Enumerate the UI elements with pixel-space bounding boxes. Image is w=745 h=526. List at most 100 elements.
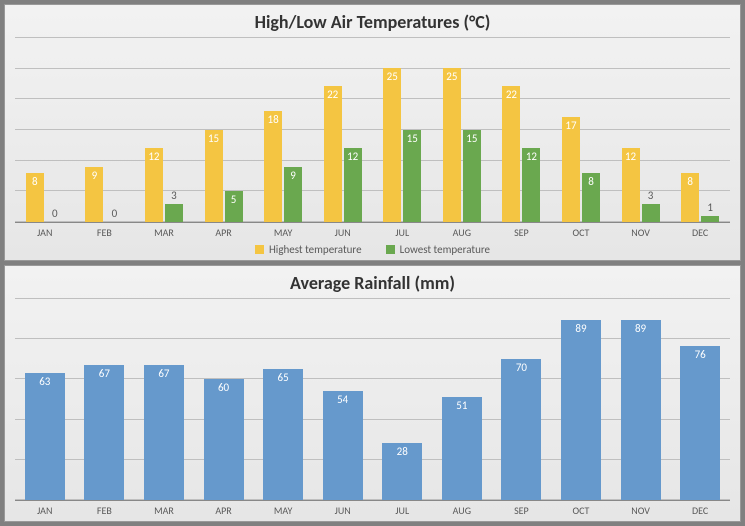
month-group: 65 — [253, 298, 313, 500]
bar-value-label: 70 — [501, 361, 541, 374]
bar-value-label: 12 — [522, 150, 540, 163]
legend-item: Lowest temperature — [386, 243, 490, 256]
bar: 5 — [225, 191, 243, 222]
bar-value-label: 63 — [25, 375, 65, 388]
bar-value-label: 12 — [344, 150, 362, 163]
bar-value-label: 8 — [26, 175, 44, 188]
x-tick-label: FEB — [75, 226, 135, 239]
x-tick-label: JUL — [372, 226, 432, 239]
month-group: 60 — [194, 298, 254, 500]
rainfall-chart-title: Average Rainfall (mm) — [15, 272, 730, 294]
x-tick-label: SEP — [492, 504, 552, 517]
bar: 67 — [84, 365, 124, 500]
x-tick-label: JUN — [313, 504, 373, 517]
bar: 25 — [383, 68, 401, 222]
bar-value-label: 67 — [144, 367, 184, 380]
bar: 3 — [642, 204, 660, 223]
bar-value-label: 51 — [442, 399, 482, 412]
bar: 8 — [681, 173, 699, 222]
bar: 12 — [622, 148, 640, 222]
temperature-chart-title: High/Low Air Temperatures (°C) — [15, 11, 730, 33]
bar: 22 — [502, 86, 520, 222]
bar: 8 — [26, 173, 44, 222]
x-tick-label: DEC — [670, 226, 730, 239]
month-group: 54 — [313, 298, 373, 500]
legend-item: Highest temperature — [255, 243, 362, 256]
bar-value-label: 18 — [264, 113, 282, 126]
bar-value-label: 8 — [681, 175, 699, 188]
x-tick-label: AUG — [432, 226, 492, 239]
x-tick-label: OCT — [551, 226, 611, 239]
bar: 8 — [582, 173, 600, 222]
month-group: 22 12 — [313, 37, 373, 222]
bar-value-label: 54 — [323, 393, 363, 406]
bar-value-label: 89 — [561, 322, 601, 335]
temperature-bars: 8090123155189221225152515221217812381 — [15, 37, 730, 222]
month-group: 80 — [15, 37, 75, 222]
bar: 3 — [165, 204, 183, 223]
month-group: 17 8 — [551, 37, 611, 222]
bar: 12 — [522, 148, 540, 222]
temperature-plot-area: 8090123155189221225152515221217812381 — [15, 37, 730, 223]
bar-value-label: 89 — [621, 322, 661, 335]
legend-label: Lowest temperature — [400, 243, 490, 256]
bar-value-label: 15 — [403, 132, 421, 145]
bar-value-label: 17 — [562, 119, 580, 132]
bar-value-label: 12 — [622, 150, 640, 163]
bar: 28 — [382, 443, 422, 500]
bar-value-label: 22 — [324, 88, 342, 101]
bar-value-label: 67 — [84, 367, 124, 380]
month-group: 76 — [670, 298, 730, 500]
bar-value-label: 3 — [165, 189, 183, 202]
month-group: 67 — [75, 298, 135, 500]
month-group: 89 — [551, 298, 611, 500]
month-group: 25 15 — [372, 37, 432, 222]
bar: 89 — [621, 320, 661, 500]
bar-value-label: 28 — [382, 445, 422, 458]
bar-value-label: 3 — [642, 189, 660, 202]
x-tick-label: AUG — [432, 504, 492, 517]
bar: 22 — [324, 86, 342, 222]
month-group: 51 — [432, 298, 492, 500]
bar-value-label: 12 — [145, 150, 163, 163]
x-tick-label: NOV — [611, 504, 671, 517]
bar: 60 — [204, 379, 244, 500]
bar: 67 — [144, 365, 184, 500]
month-group: 22 12 — [492, 37, 552, 222]
bar: 12 — [344, 148, 362, 222]
bar: 15 — [205, 130, 223, 223]
bar-value-label: 8 — [582, 175, 600, 188]
x-tick-label: MAR — [134, 226, 194, 239]
x-tick-label: DEC — [670, 504, 730, 517]
bar: 9 — [284, 167, 302, 223]
month-group: 28 — [372, 298, 432, 500]
bar-value-label: 65 — [263, 371, 303, 384]
bar: 54 — [323, 391, 363, 500]
x-tick-label: FEB — [75, 504, 135, 517]
x-tick-label: MAY — [253, 504, 313, 517]
bar-value-label: 5 — [225, 193, 243, 206]
month-group: 67 — [134, 298, 194, 500]
rainfall-bars: 63 67 67 60 65 54 28 51 70 89 89 76 — [15, 298, 730, 500]
rainfall-plot-area: 63 67 67 60 65 54 28 51 70 89 89 76 — [15, 298, 730, 501]
month-group: 90 — [75, 37, 135, 222]
bar: 15 — [403, 130, 421, 223]
bar: 70 — [501, 359, 541, 500]
bar-value-label: 25 — [383, 70, 401, 83]
month-group: 81 — [670, 37, 730, 222]
month-group: 12 3 — [134, 37, 194, 222]
month-group: 155 — [194, 37, 254, 222]
bar-value-label: 9 — [85, 169, 103, 182]
legend-swatch — [255, 245, 264, 254]
x-tick-label: APR — [194, 226, 254, 239]
month-group: 2515 — [432, 37, 492, 222]
bar: 9 — [85, 167, 103, 223]
bar-value-label: 22 — [502, 88, 520, 101]
bar-value-label: 15 — [463, 132, 481, 145]
bar: 63 — [25, 373, 65, 500]
bar: 17 — [562, 117, 580, 222]
month-group: 18 9 — [253, 37, 313, 222]
x-tick-label: JUN — [313, 226, 373, 239]
bar: 1 — [701, 216, 719, 222]
month-group: 63 — [15, 298, 75, 500]
